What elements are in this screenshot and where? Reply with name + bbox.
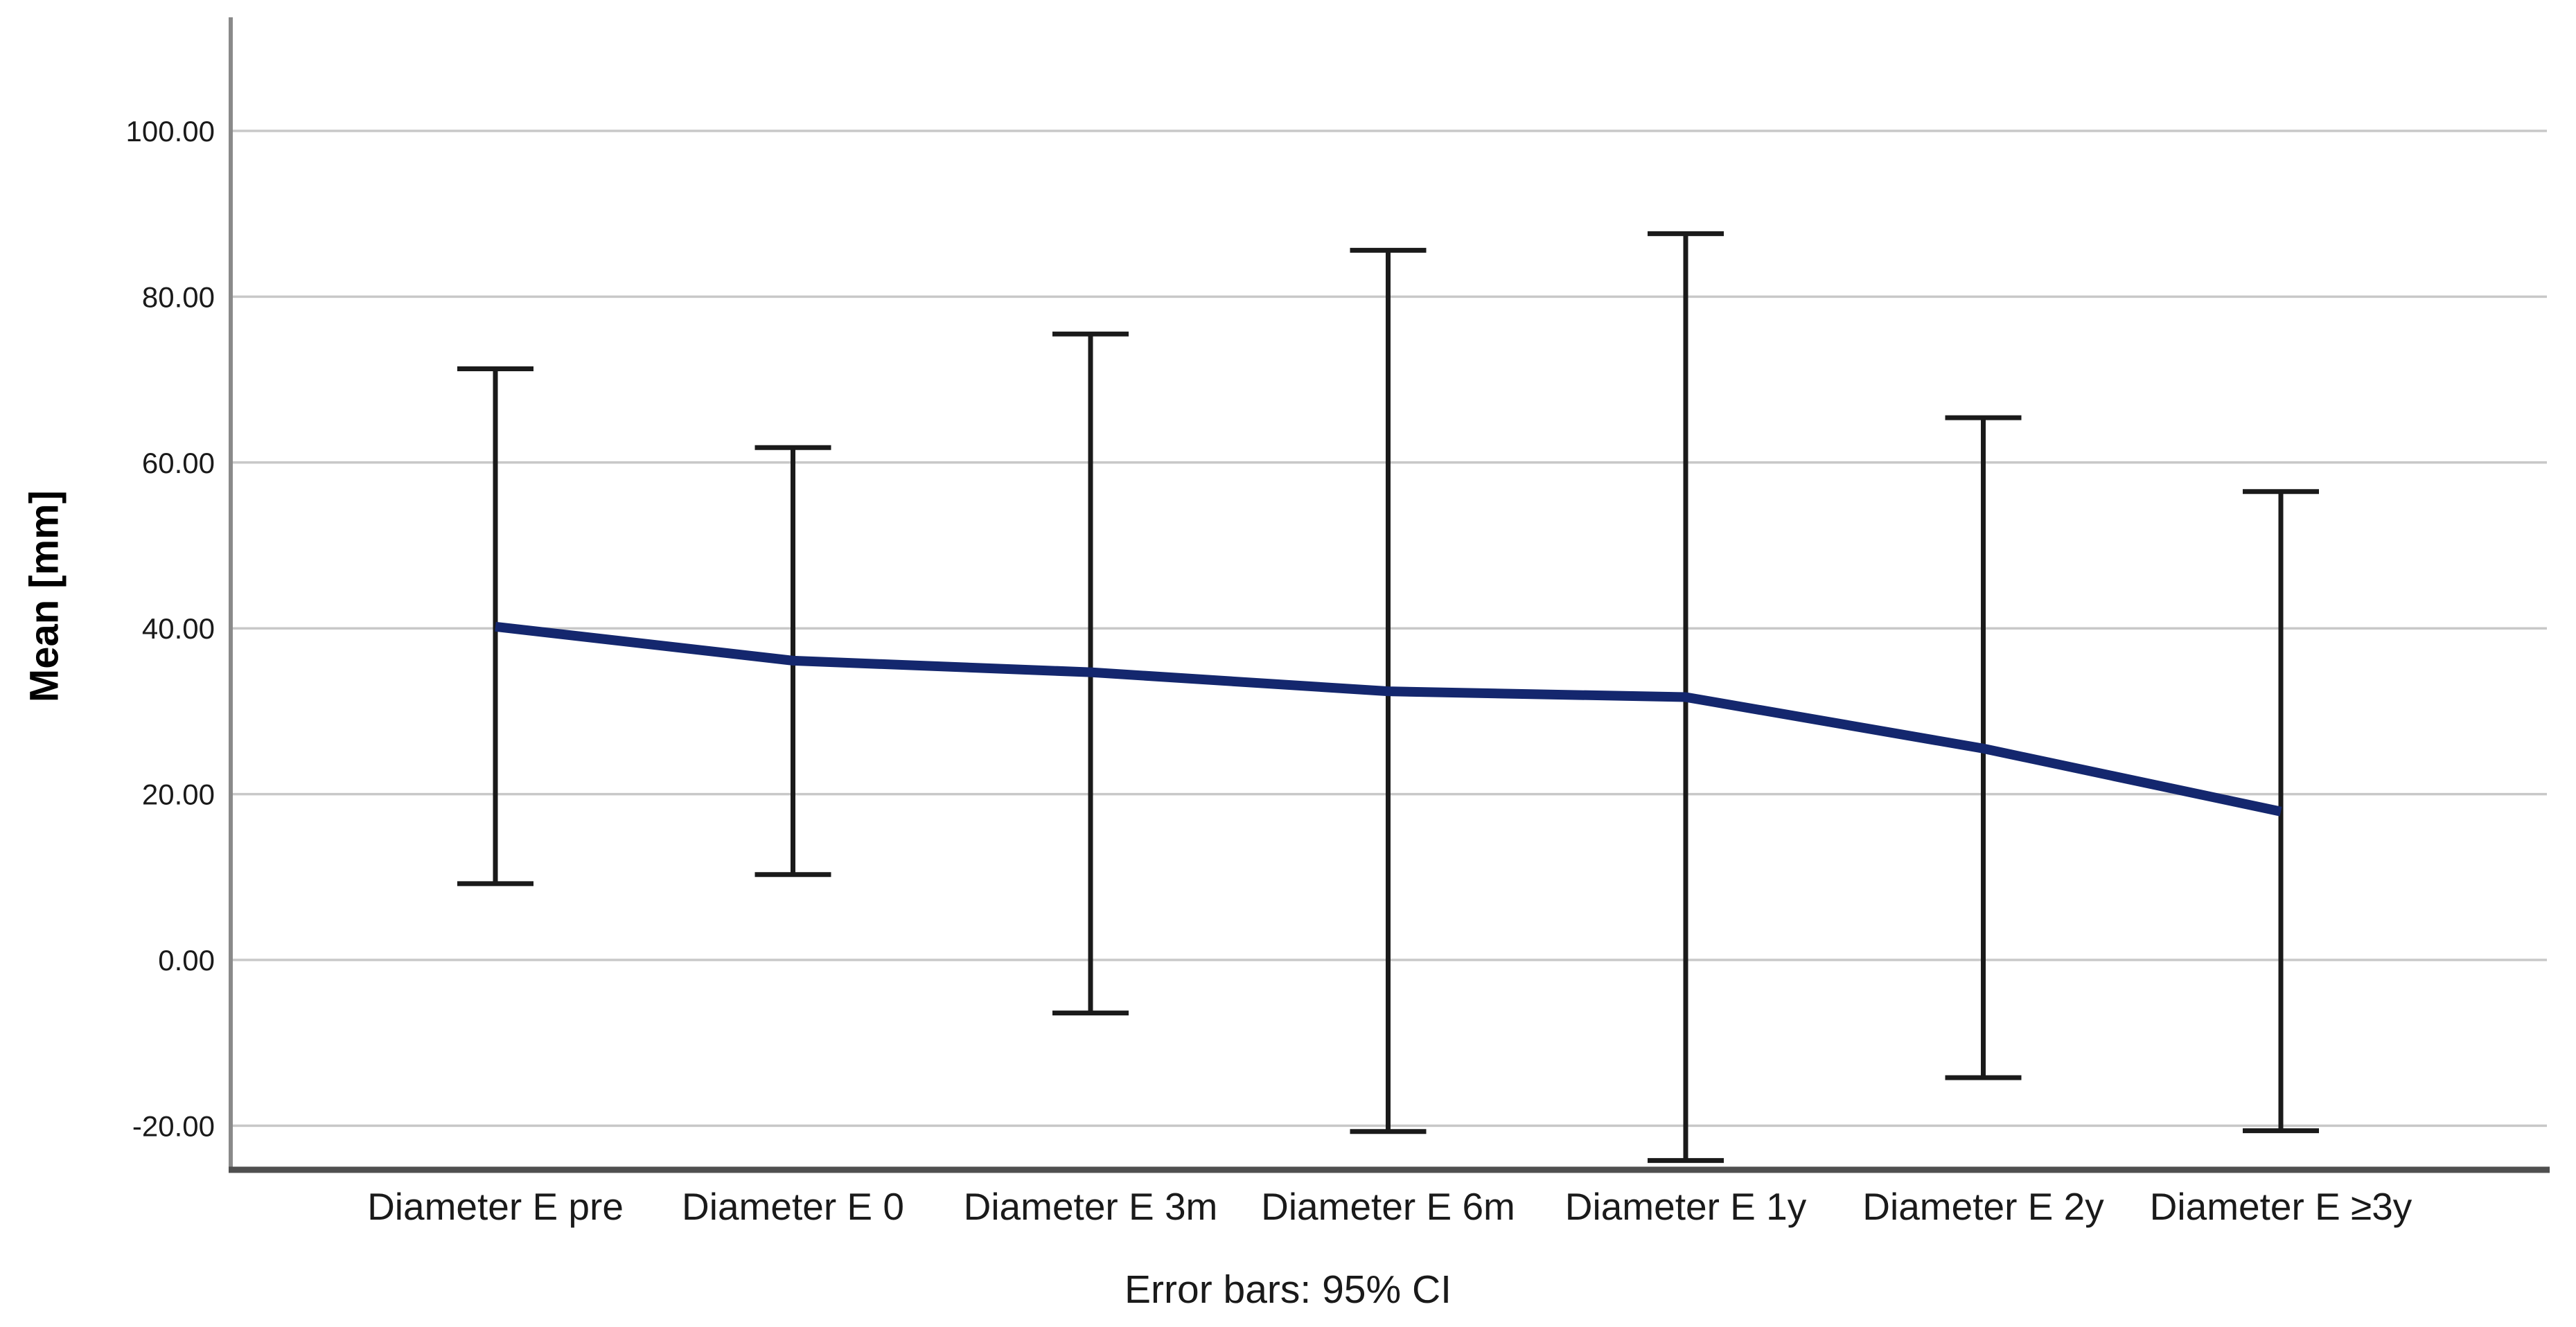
y-tick-label: 80.00 bbox=[142, 280, 215, 313]
x-category-label: Diameter E pre bbox=[367, 1185, 624, 1228]
x-category-label: Diameter E 2y bbox=[1862, 1185, 2104, 1228]
y-tick-label: 40.00 bbox=[142, 612, 215, 645]
x-category-label: Diameter E 3m bbox=[964, 1185, 1218, 1228]
x-category-label: Diameter E ≥3y bbox=[2150, 1185, 2412, 1228]
y-axis-title: Mean [mm] bbox=[21, 490, 67, 703]
y-tick-label: 60.00 bbox=[142, 447, 215, 479]
chart-caption: Error bars: 95% CI bbox=[1124, 1267, 1452, 1312]
x-category-label: Diameter E 6m bbox=[1261, 1185, 1515, 1228]
x-category-label: Diameter E 0 bbox=[682, 1185, 904, 1228]
y-tick-label: -20.00 bbox=[132, 1110, 215, 1142]
y-tick-label: 100.00 bbox=[126, 115, 215, 148]
y-tick-label: 0.00 bbox=[158, 944, 215, 977]
x-category-label: Diameter E 1y bbox=[1565, 1185, 1807, 1228]
y-tick-label: 20.00 bbox=[142, 778, 215, 811]
mean-line bbox=[495, 621, 2282, 817]
